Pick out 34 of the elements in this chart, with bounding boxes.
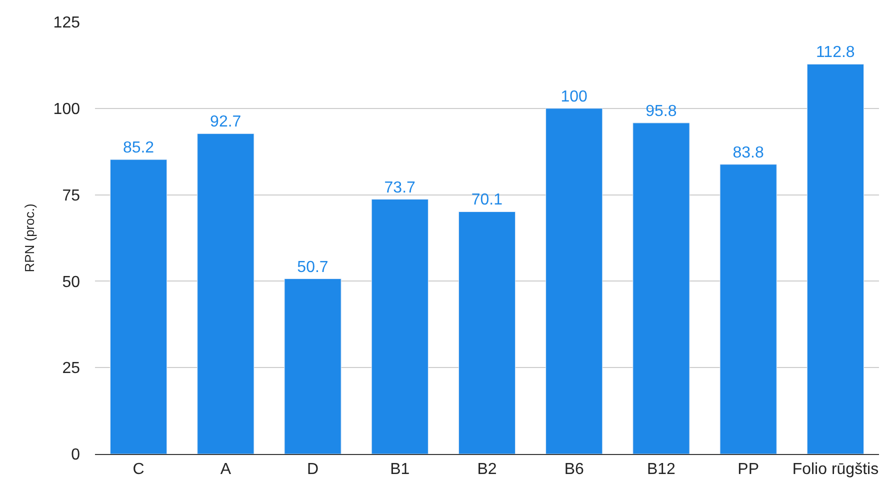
x-tick-label: B12 — [646, 461, 676, 478]
x-tick-label: A — [220, 461, 232, 478]
data-label: 50.7 — [297, 258, 328, 276]
x-tick-label: B6 — [564, 461, 584, 478]
data-label: 83.8 — [732, 144, 764, 162]
data-label: 95.8 — [646, 102, 677, 120]
bar — [284, 278, 342, 454]
bar — [110, 159, 168, 454]
y-tick-label: 50 — [62, 274, 80, 291]
data-label: 73.7 — [384, 179, 416, 196]
data-label: 70.1 — [471, 192, 503, 209]
x-tick-label: B1 — [390, 461, 410, 478]
bar — [632, 122, 690, 454]
y-tick-label: 125 — [53, 14, 80, 32]
data-label: 100 — [560, 88, 588, 106]
y-axis-title: RPN (proc.) — [22, 204, 38, 272]
x-tick-label: B2 — [477, 461, 497, 478]
x-tick-label: C — [132, 461, 144, 478]
bar — [546, 108, 603, 454]
bar — [458, 211, 516, 454]
data-label: 85.2 — [122, 140, 154, 157]
data-label: 92.7 — [210, 114, 242, 131]
x-tick-label: D — [307, 461, 319, 478]
bar — [720, 164, 777, 454]
y-tick-label: 75 — [62, 187, 80, 204]
y-tick-label: 100 — [53, 101, 80, 118]
x-tick-label: Folio rūgštis — [792, 461, 879, 478]
bar — [806, 64, 864, 454]
bar — [197, 133, 254, 454]
bar — [371, 199, 428, 454]
y-tick-label: 25 — [62, 360, 80, 378]
y-tick-label: 0 — [71, 446, 80, 464]
x-tick-label: PP — [738, 461, 759, 478]
data-label: 112.8 — [816, 44, 855, 62]
